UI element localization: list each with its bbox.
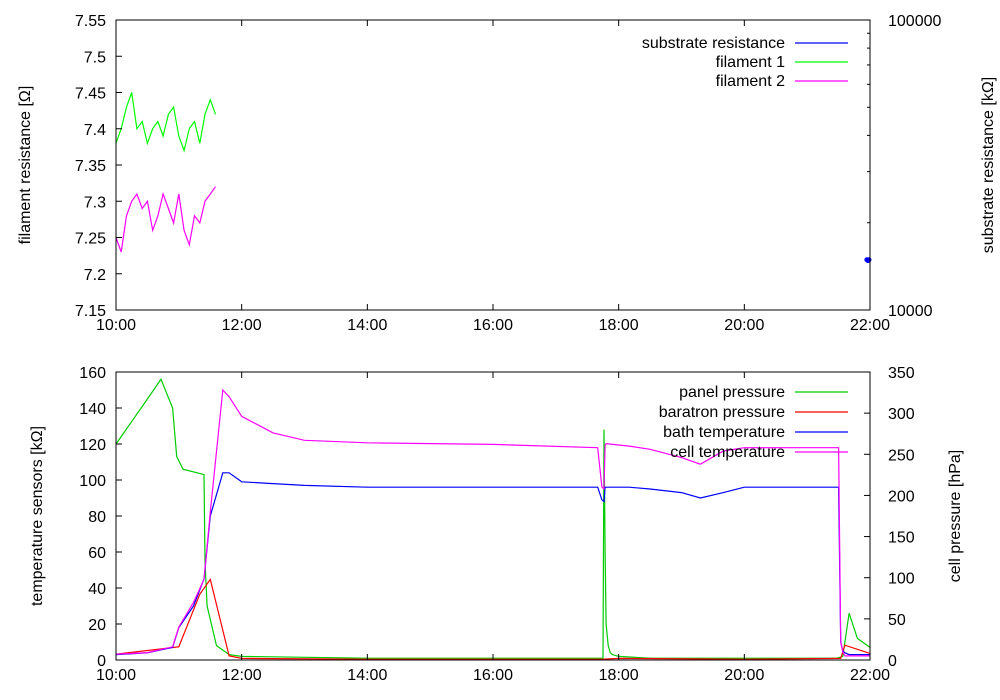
chart1-y2-tick-label: 100 xyxy=(888,571,915,588)
top-y2-axis-label: substrate resistance [kΩ] xyxy=(980,77,997,253)
chart1-x-tick-label: 18:00 xyxy=(599,667,639,684)
bottom-y2-axis-label: cell pressure [hPa] xyxy=(947,450,964,583)
chart0-y-tick-label: 7.55 xyxy=(75,13,106,30)
chart1-legend-label: baratron pressure xyxy=(659,404,785,421)
chart0-legend-label: filament 2 xyxy=(716,73,785,90)
chart1-y-tick-label: 100 xyxy=(79,473,106,490)
chart1-y2-tick-label: 300 xyxy=(888,406,915,423)
chart1-y-tick-label: 40 xyxy=(88,581,106,598)
chart1-y-tick-label: 60 xyxy=(88,545,106,562)
chart1-y-tick-label: 20 xyxy=(88,617,106,634)
chart0-y2-tick-label: 100000 xyxy=(888,13,941,30)
chart1-series-baratron-pressure xyxy=(115,577,871,660)
chart0-series-filament-2 xyxy=(115,186,216,253)
chart1-x-tick-label: 14:00 xyxy=(347,667,387,684)
chart0-y-tick-label: 7.4 xyxy=(84,122,106,139)
chart1-y2-tick-label: 200 xyxy=(888,488,915,505)
chart0-y-tick-label: 7.45 xyxy=(75,86,106,103)
chart0-y-tick-label: 7.15 xyxy=(75,303,106,320)
chart1-series-bath-temperature xyxy=(115,472,870,656)
chart0-y-tick-label: 7.2 xyxy=(84,267,106,284)
chart0-x-tick-label: 22:00 xyxy=(850,317,890,334)
bottom-legend: panel pressure baratron pressure bath temp… xyxy=(659,384,848,461)
chart0-x-tick-label: 10:00 xyxy=(96,317,136,334)
chart1-y-tick-label: 140 xyxy=(79,401,106,418)
chart1-y-tick-label: 0 xyxy=(97,653,106,670)
chart1-y2-tick-label: 250 xyxy=(888,447,915,464)
chart0-y-tick-label: 7.3 xyxy=(84,194,106,211)
chart1-y2-tick-label: 0 xyxy=(888,653,897,670)
bottom-chart: 10:00 12:00 14:00 16:00 18:00 20:00 22:0002040… xyxy=(29,365,964,684)
chart1-x-tick-label: 10:00 xyxy=(96,667,136,684)
chart1-legend-label: bath temperature xyxy=(663,424,785,441)
chart0-y-tick-label: 7.5 xyxy=(84,49,106,66)
chart1-y-tick-label: 120 xyxy=(79,437,106,454)
chart0-x-tick-label: 12:00 xyxy=(222,317,262,334)
chart1-y2-tick-label: 150 xyxy=(888,530,915,547)
chart1-series-cell-temperature xyxy=(115,388,870,657)
top-chart: 10:00 12:00 14:00 16:00 18:00 20:00 22:00 7.15 7… xyxy=(17,13,997,334)
chart0-series-filament-1 xyxy=(115,92,217,153)
top-legend: substrate resistance filament 1 filament 2 xyxy=(642,35,848,90)
chart1-y2-tick-label: 50 xyxy=(888,612,906,629)
chart0-legend-label: substrate resistance xyxy=(642,35,785,52)
bottom-y-axis-label: temperature sensors [kΩ] xyxy=(29,426,46,606)
chart0-x-tick-label: 18:00 xyxy=(599,317,639,334)
chart0-x-tick-label: 20:00 xyxy=(724,317,764,334)
chart0-y-tick-label: 7.25 xyxy=(75,231,106,248)
chart1-series-panel-pressure xyxy=(115,377,871,659)
chart1-x-tick-label: 16:00 xyxy=(473,667,513,684)
chart1-legend-label: panel pressure xyxy=(679,384,785,401)
top-y-axis-label: filament resistance [Ω] xyxy=(17,86,34,245)
chart1-x-tick-label: 22:00 xyxy=(850,667,890,684)
chart0-x-tick-label: 16:00 xyxy=(473,317,513,334)
chart0-y2-tick-label: 10000 xyxy=(888,303,933,320)
chart1-y-tick-label: 80 xyxy=(88,509,106,526)
chart1-y2-tick-label: 350 xyxy=(888,365,915,382)
chart1-x-tick-label: 20:00 xyxy=(724,667,764,684)
chart0-y-tick-label: 7.35 xyxy=(75,158,106,175)
chart1-y-tick-label: 160 xyxy=(79,365,106,382)
chart0-point-substrate-resistance xyxy=(866,257,872,263)
chart0-legend-label: filament 1 xyxy=(716,54,785,71)
chart1-legend-label: cell temperature xyxy=(670,444,785,461)
chart0-x-tick-label: 14:00 xyxy=(347,317,387,334)
chart1-x-tick-label: 12:00 xyxy=(222,667,262,684)
